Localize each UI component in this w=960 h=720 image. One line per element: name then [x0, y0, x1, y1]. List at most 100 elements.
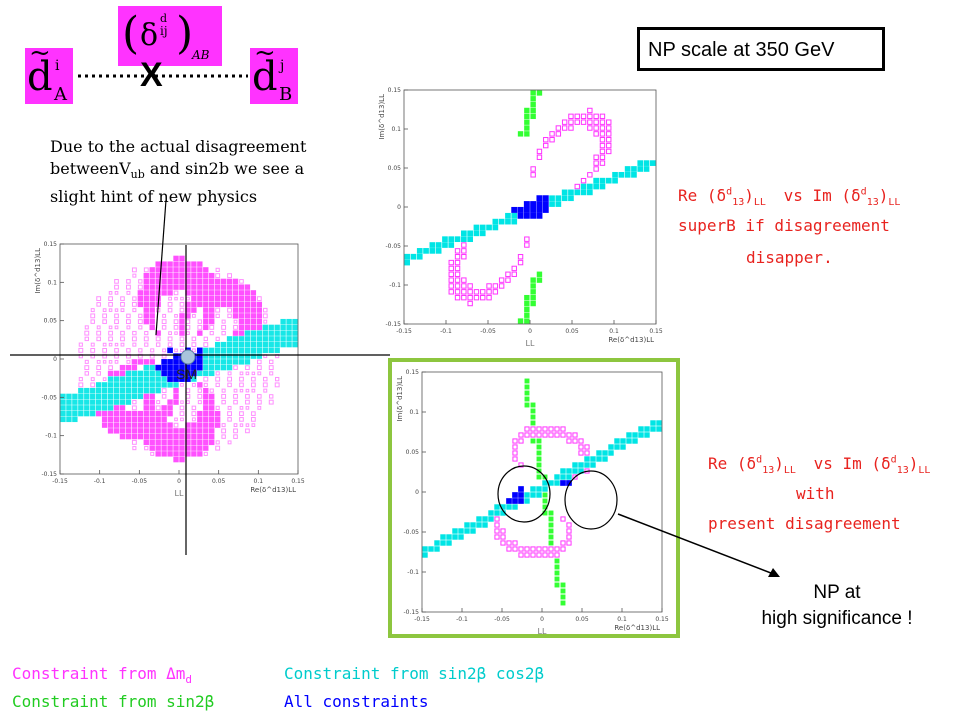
bottom-right-plot-bin	[524, 378, 530, 384]
top-right-plot-bin	[442, 242, 448, 248]
bottom-right-plot-bin	[524, 396, 530, 402]
bottom-right-plot-bin	[566, 540, 572, 546]
top-right-plot-bin	[530, 96, 536, 102]
left-plot-bin	[215, 307, 221, 313]
left-plot-bin	[107, 405, 114, 411]
left-plot-bin	[197, 353, 203, 359]
left-plot-bin	[138, 325, 143, 330]
top-right-plot-bin	[511, 212, 518, 219]
left-plot-bin	[239, 279, 244, 284]
bottom-right-plot-bin	[536, 432, 542, 438]
left-plot-bin	[149, 353, 155, 359]
left-plot-bin	[167, 410, 173, 417]
top-right-plot-bin	[404, 259, 410, 266]
left-plot-bin	[191, 342, 197, 348]
left-plot-bin	[155, 428, 161, 434]
left-plot-bin	[155, 370, 161, 377]
np-scale-label: NP scale at 350 GeV	[648, 39, 835, 61]
bottom-right-line2: with	[796, 484, 835, 503]
top-right-plot-bin	[606, 131, 612, 137]
top-right-plot-bin	[454, 289, 461, 295]
bottom-right-plot-bin	[548, 522, 554, 528]
bottom-right-plot-bin	[578, 462, 584, 468]
left-plot-bin	[173, 255, 179, 262]
left-plot-bin	[90, 308, 95, 313]
left-plot-bin	[244, 336, 251, 342]
left-plot-bin	[238, 353, 245, 359]
left-plot-bin	[203, 387, 209, 394]
top-right-plot-bin	[517, 318, 524, 324]
left-plot-bin	[203, 439, 209, 446]
left-plot-bin	[269, 359, 274, 365]
left-plot-bin	[125, 410, 132, 417]
top-right-plot-bin	[587, 189, 593, 196]
left-plot-bin	[119, 364, 126, 371]
left-plot-bin	[233, 434, 238, 439]
left-plot-bin	[149, 439, 155, 446]
left-plot-bin	[161, 422, 167, 428]
bottom-right-title: Re (δd13)LL vs Im (δd13)LL	[708, 454, 931, 477]
left-plot-bin	[220, 290, 227, 296]
left-plot-bin	[250, 313, 257, 319]
left-plot-bin	[220, 364, 227, 371]
bottom-right-plot-bin	[620, 438, 626, 444]
bottom-right-plot-bin	[518, 498, 524, 504]
left-plot-bin	[143, 364, 149, 371]
left-plot-bin	[191, 405, 197, 411]
left-plot-bin	[257, 359, 262, 365]
bottom-right-plot-bin	[524, 384, 530, 390]
left-plot-bin	[263, 307, 268, 313]
bottom-right-plot-bin	[518, 432, 524, 438]
left-plot-bin	[263, 319, 268, 324]
left-plot-bin	[131, 364, 138, 371]
left-plot-bin	[155, 387, 161, 394]
left-plot-bin	[173, 422, 179, 428]
left-plot-bin	[95, 410, 102, 417]
top-right-plot-ytick-label: 0	[397, 204, 401, 211]
top-right-plot-bin	[580, 113, 587, 120]
left-plot-bin	[209, 331, 214, 336]
left-plot-bin	[119, 428, 126, 434]
left-plot-ytick-label: 0.1	[47, 279, 57, 286]
left-plot-bin	[274, 336, 280, 342]
left-plot-bin	[239, 371, 244, 376]
left-plot-bin	[161, 433, 167, 440]
top-right-plot-bin	[612, 171, 618, 178]
left-plot-bin	[155, 439, 161, 446]
left-plot-bin	[174, 348, 178, 353]
left-plot-bin	[125, 428, 132, 434]
left-plot-bin	[113, 387, 120, 394]
bottom-right-plot-bin	[656, 426, 662, 432]
bottom-right-plot-bin	[530, 426, 536, 432]
left-plot-bin	[143, 439, 149, 446]
left-plot-bin	[90, 342, 95, 347]
left-plot-bin	[214, 295, 221, 302]
top-right-plot-bin	[631, 166, 637, 172]
left-plot-bin	[179, 307, 185, 313]
left-plot-bin	[209, 301, 215, 308]
left-plot-bin	[167, 433, 173, 440]
bottom-right-plot-bin	[524, 432, 530, 438]
left-plot-bin	[113, 376, 120, 382]
left-plot-bin	[197, 433, 203, 440]
bottom-right-plot-ytick-label: 0.15	[406, 369, 420, 376]
left-plot-bin	[197, 388, 203, 393]
left-plot-bin	[233, 428, 238, 434]
bottom-right-plot-bin	[464, 522, 470, 528]
left-plot-bin	[168, 331, 172, 336]
left-plot-bin	[84, 359, 89, 364]
top-right-plot-bin	[524, 107, 530, 114]
bottom-right-plot-bin	[584, 444, 590, 450]
bottom-right-plot-bin	[632, 432, 638, 438]
left-plot-bin	[203, 295, 209, 302]
left-plot-bin	[119, 387, 126, 394]
left-plot-bin	[197, 330, 203, 336]
left-plot-bin	[125, 422, 132, 428]
left-plot-bin	[167, 307, 173, 313]
left-plot-bin	[268, 399, 274, 405]
top-right-plot-bin	[587, 113, 593, 120]
top-right-plot-bin	[530, 212, 537, 219]
top-right-plot-bin	[461, 236, 467, 243]
left-plot-bin	[220, 295, 227, 302]
left-plot-bin	[203, 364, 209, 371]
